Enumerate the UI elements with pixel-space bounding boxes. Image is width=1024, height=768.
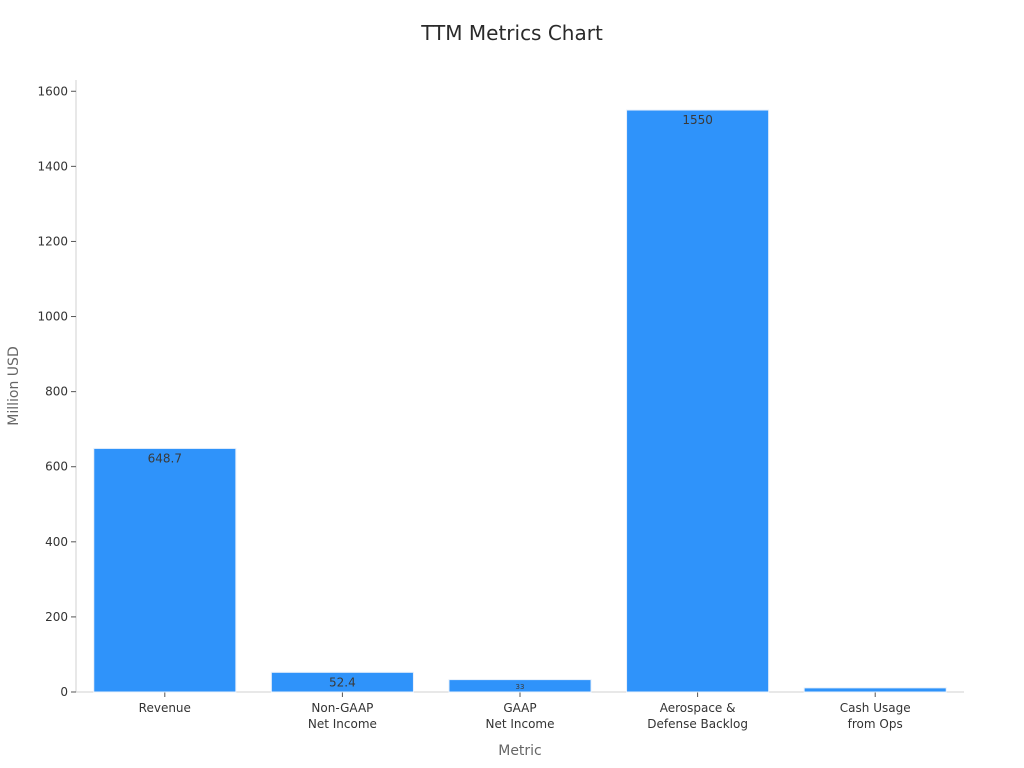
x-tick-label: Aerospace & Defense Backlog [647, 701, 748, 731]
data-label: 1550 [682, 113, 713, 127]
y-axis: 0 200 400 600 800 1000 1200 1400 1600 [37, 80, 77, 699]
y-tick-label: 1600 [37, 84, 68, 98]
bar [803, 687, 947, 693]
y-axis-title: Million USD [6, 346, 22, 425]
y-tick-label: 800 [45, 385, 68, 399]
bar [448, 679, 592, 693]
data-label: 52.4 [329, 675, 356, 689]
x-tick-label: Cash Usage from Ops [840, 701, 911, 731]
bar [93, 447, 237, 693]
data-label: 33 [516, 683, 525, 691]
bars [93, 109, 947, 693]
y-tick-label: 400 [45, 535, 68, 549]
y-tick-label: 200 [45, 610, 68, 624]
x-axis: Revenue Non-GAAP Net Income GAAP Net Income A… [76, 691, 964, 731]
y-tick-label: 1000 [37, 310, 68, 324]
bar [270, 671, 414, 693]
data-label: 648.7 [148, 451, 182, 465]
data-labels: 648.7 52.4 33 1550 [148, 113, 713, 691]
y-tick-label: 0 [60, 685, 68, 699]
x-tick-label: GAAP Net Income [485, 701, 554, 731]
x-tick-label: Non-GAAP Net Income [308, 701, 377, 731]
x-tick-label: Revenue [139, 701, 191, 715]
bar [626, 109, 770, 693]
y-tick-label: 1400 [37, 159, 68, 173]
x-axis-title: Metric [498, 743, 542, 759]
y-tick-label: 600 [45, 460, 68, 474]
y-tick-label: 1200 [37, 234, 68, 248]
chart-title: TTM Metrics Chart [420, 21, 603, 45]
